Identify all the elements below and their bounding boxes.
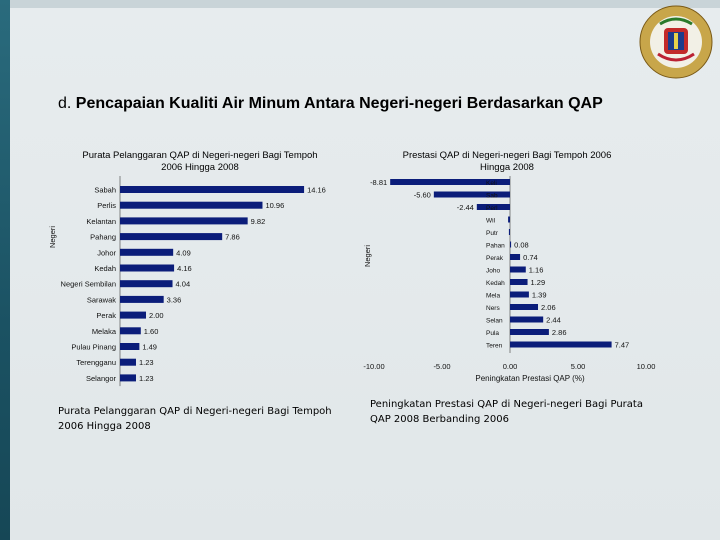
data-label: 4.04 — [176, 280, 191, 289]
bar — [120, 248, 174, 256]
x-tick-label: 0.00 — [503, 362, 518, 371]
data-label: 2.86 — [552, 328, 567, 337]
category-label: Joho — [486, 268, 500, 275]
category-label: Terengganu — [76, 358, 116, 367]
bar — [510, 241, 512, 248]
bar — [120, 343, 140, 350]
data-label: 1.29 — [531, 278, 546, 287]
category-label: Kelantan — [86, 217, 116, 226]
data-label: 1.39 — [532, 291, 547, 300]
data-label: 2.00 — [149, 311, 164, 320]
y-axis-label: Negeri — [48, 226, 57, 248]
bar — [120, 374, 136, 382]
category-label: Sarawak — [87, 295, 116, 304]
category-label: Teren — [486, 343, 503, 350]
bar — [120, 186, 305, 193]
bar — [510, 341, 612, 348]
x-tick-label: 5.00 — [571, 362, 586, 371]
bar — [120, 264, 175, 272]
ministry-logo — [639, 5, 713, 79]
data-label: 0.08 — [514, 241, 529, 250]
bar — [510, 316, 544, 323]
data-label: 1.49 — [142, 343, 157, 352]
data-label: 7.47 — [615, 341, 630, 350]
x-axis-label: Peningkatan Prestasi QAP (%) — [475, 374, 585, 383]
data-label: -2.44 — [457, 203, 474, 212]
title-lead: d. — [58, 95, 72, 112]
category-label: Pahang — [90, 233, 116, 242]
title-text: Pencapaian Kualiti Air Minum Antara Nege… — [75, 95, 603, 112]
bar — [120, 311, 146, 319]
y-axis-label: Negeri — [363, 245, 372, 267]
data-label: 1.16 — [529, 266, 544, 275]
left-chart-title: Purata Pelanggaran QAP di Negeri-negeri … — [82, 150, 318, 173]
bar — [476, 204, 510, 210]
category-label: Pula — [486, 330, 499, 337]
bar — [120, 280, 173, 288]
data-label: 4.16 — [177, 264, 192, 273]
category-label: Perak — [486, 255, 504, 262]
category-label: Selan — [486, 318, 503, 325]
bar — [120, 358, 136, 366]
category-label: Kedah — [94, 264, 116, 273]
bar — [120, 217, 248, 225]
data-label: 1.60 — [144, 327, 159, 336]
bar — [510, 254, 521, 260]
x-tick-label: 10.00 — [637, 362, 656, 371]
category-label: Perl — [486, 205, 498, 212]
data-label: 9.82 — [251, 217, 266, 226]
category-label: Perlis — [97, 201, 116, 210]
category-label: Sabah — [94, 186, 116, 195]
category-label: Wil — [486, 218, 496, 225]
category-label: Putr — [486, 230, 499, 237]
bar — [508, 229, 510, 235]
data-label: 7.86 — [225, 233, 240, 242]
category-label: Sab — [486, 193, 498, 200]
category-label: Johor — [97, 248, 116, 257]
data-label: 0.74 — [523, 253, 538, 262]
left-bar-chart: Sabah 14.16 Perlis 10.96 Kelantan 9.82 Pahang 7… — [48, 176, 326, 387]
data-label: 2.44 — [546, 316, 561, 325]
bar — [510, 291, 529, 298]
category-label: Ners — [486, 305, 500, 312]
slide-title: d. Pencapaian Kualiti Air Minum Antara N… — [58, 95, 603, 113]
category-label: Pulau Pinang — [71, 343, 116, 352]
data-label: 10.96 — [265, 201, 284, 210]
x-tick-label: -5.00 — [433, 362, 450, 371]
bar — [510, 304, 539, 310]
category-label: Selangor — [86, 374, 117, 383]
bar — [433, 191, 510, 198]
bar — [510, 266, 526, 273]
category-label: Kedah — [486, 280, 505, 287]
bar — [120, 201, 263, 209]
data-label: 2.06 — [541, 303, 556, 312]
x-tick-label: -10.00 — [363, 362, 384, 371]
right-chart-title: Prestasi QAP di Negeri-negeri Bagi Tempo… — [402, 150, 612, 173]
category-label: Negeri Sembilan — [61, 280, 116, 289]
category-label: Perak — [96, 311, 116, 320]
left-caption: Purata Pelanggaran QAP di Negeri-negeri … — [58, 406, 332, 432]
data-label: -8.81 — [370, 178, 387, 187]
top-shade — [10, 0, 720, 8]
bar — [510, 329, 549, 335]
category-label: Keli — [486, 180, 497, 187]
right-bar-chart: Keli -8.81 Sab -5.60 Perl -2.44 Wil Putr Pahan 0.… — [363, 176, 656, 383]
right-caption: Peningkatan Prestasi QAP di Negeri-neger… — [370, 399, 643, 425]
category-label: Melaka — [92, 327, 117, 336]
bar — [510, 279, 528, 285]
category-label: Mela — [486, 293, 500, 300]
data-label: 4.09 — [176, 248, 191, 257]
bar — [120, 327, 141, 335]
data-label: 3.36 — [167, 295, 182, 304]
data-label: 1.23 — [139, 374, 154, 383]
bar — [120, 233, 223, 241]
bar — [120, 295, 164, 303]
data-label: -5.60 — [414, 191, 431, 200]
data-label: 1.23 — [139, 358, 154, 367]
bar — [390, 179, 510, 185]
bar — [508, 216, 510, 223]
data-label: 14.16 — [307, 186, 326, 195]
category-label: Pahan — [486, 243, 505, 250]
